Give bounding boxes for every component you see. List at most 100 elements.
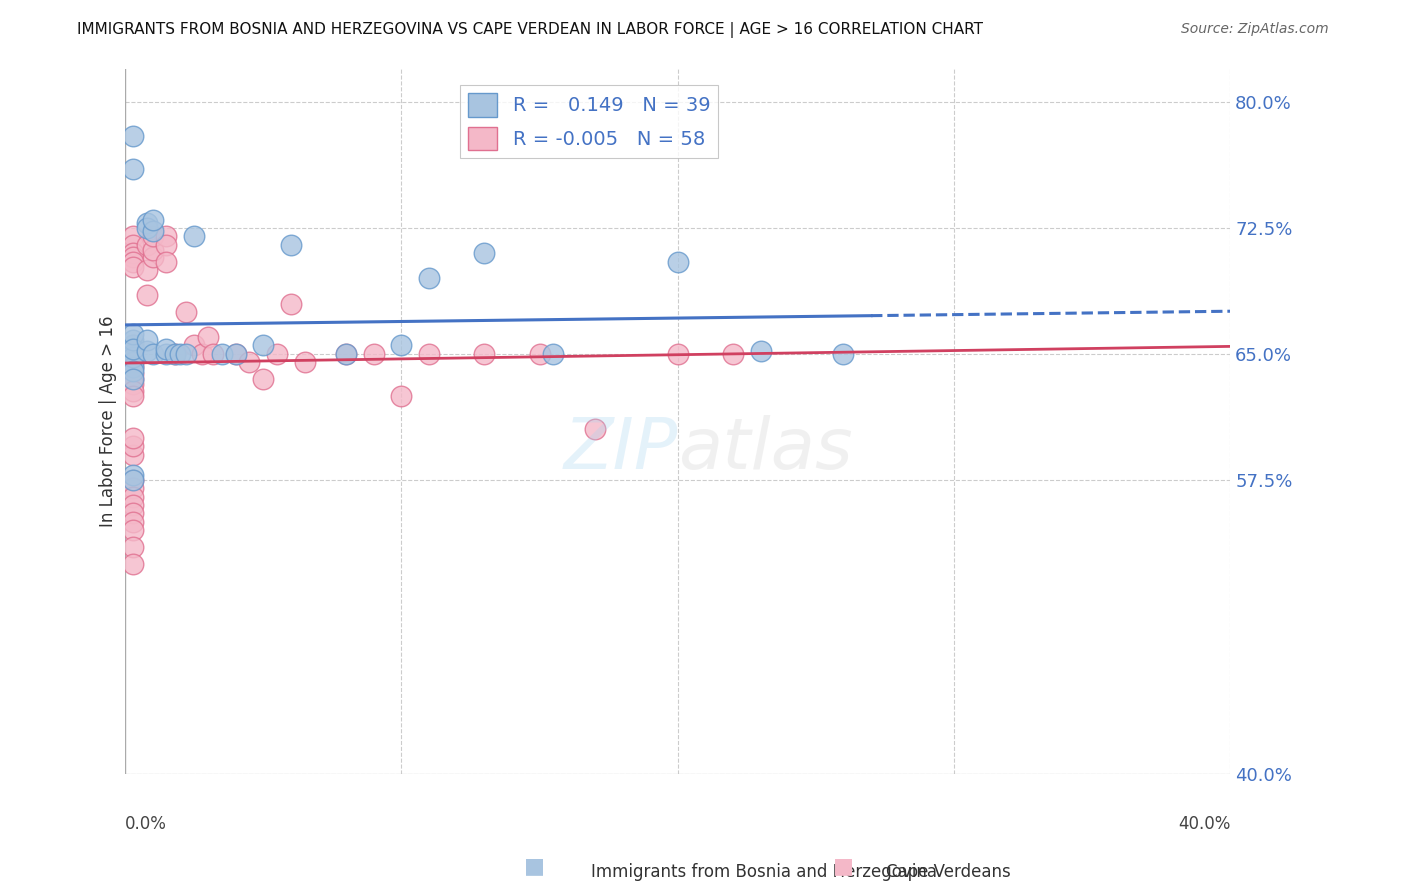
Point — [666, 254, 689, 268]
Point — [197, 330, 219, 344]
Point — [136, 237, 159, 252]
Point — [418, 347, 440, 361]
Legend: R =   0.149   N = 39, R = -0.005   N = 58: R = 0.149 N = 39, R = -0.005 N = 58 — [460, 86, 718, 158]
Point — [122, 364, 145, 378]
Point — [122, 467, 145, 482]
Point — [832, 347, 855, 361]
Point — [136, 263, 159, 277]
Text: IMMIGRANTS FROM BOSNIA AND HERZEGOVINA VS CAPE VERDEAN IN LABOR FORCE | AGE > 16: IMMIGRANTS FROM BOSNIA AND HERZEGOVINA V… — [77, 22, 983, 38]
Point — [122, 490, 145, 504]
Point — [122, 237, 145, 252]
Point — [136, 288, 159, 302]
Point — [122, 355, 145, 369]
Point — [280, 237, 302, 252]
Point — [363, 347, 385, 361]
Point — [155, 237, 177, 252]
Text: atlas: atlas — [678, 415, 852, 483]
Point — [169, 347, 191, 361]
Point — [122, 334, 145, 348]
Point — [583, 422, 606, 436]
Point — [122, 343, 145, 358]
Point — [335, 347, 357, 361]
Point — [142, 243, 165, 257]
Point — [122, 439, 145, 453]
Point — [122, 350, 145, 364]
Point — [122, 372, 145, 386]
Point — [225, 347, 247, 361]
Point — [122, 506, 145, 520]
Point — [122, 355, 145, 369]
Point — [389, 338, 412, 352]
Text: ■: ■ — [834, 856, 853, 876]
Point — [122, 162, 145, 177]
Point — [122, 540, 145, 554]
Point — [252, 338, 274, 352]
Point — [122, 342, 145, 356]
Point — [666, 347, 689, 361]
Point — [211, 347, 233, 361]
Point — [122, 338, 145, 352]
Point — [122, 250, 145, 264]
Point — [122, 523, 145, 537]
Point — [183, 229, 205, 244]
Point — [280, 296, 302, 310]
Point — [122, 384, 145, 398]
Point — [122, 254, 145, 268]
Text: ZIP: ZIP — [564, 415, 678, 483]
Point — [335, 347, 357, 361]
Point — [122, 229, 145, 244]
Point — [749, 343, 772, 358]
Point — [122, 498, 145, 512]
Text: Immigrants from Bosnia and Herzegovina: Immigrants from Bosnia and Herzegovina — [591, 863, 936, 881]
Point — [136, 221, 159, 235]
Point — [472, 347, 495, 361]
Point — [418, 271, 440, 285]
Point — [294, 355, 316, 369]
Point — [142, 229, 165, 244]
Point — [122, 557, 145, 571]
Point — [142, 250, 165, 264]
Point — [122, 326, 145, 341]
Point — [122, 360, 145, 375]
Point — [238, 355, 260, 369]
Point — [122, 128, 145, 143]
Point — [529, 347, 551, 361]
Point — [122, 448, 145, 462]
Point — [252, 372, 274, 386]
Point — [136, 216, 159, 230]
Point — [202, 347, 225, 361]
Text: Source: ZipAtlas.com: Source: ZipAtlas.com — [1181, 22, 1329, 37]
Point — [122, 260, 145, 274]
Point — [122, 350, 145, 364]
Point — [191, 347, 214, 361]
Text: ■: ■ — [524, 856, 544, 876]
Point — [543, 347, 565, 361]
Point — [155, 347, 177, 361]
Point — [721, 347, 744, 361]
Point — [122, 389, 145, 403]
Point — [136, 334, 159, 348]
Point — [225, 347, 247, 361]
Point — [266, 347, 288, 361]
Point — [122, 473, 145, 487]
Point — [122, 360, 145, 375]
Point — [122, 372, 145, 386]
Point — [122, 431, 145, 445]
Point — [142, 224, 165, 238]
Text: 40.0%: 40.0% — [1178, 815, 1230, 833]
Point — [472, 246, 495, 260]
Point — [122, 515, 145, 529]
Point — [155, 229, 177, 244]
Point — [183, 338, 205, 352]
Point — [122, 481, 145, 495]
Point — [122, 377, 145, 392]
Text: 0.0%: 0.0% — [125, 815, 167, 833]
Y-axis label: In Labor Force | Age > 16: In Labor Force | Age > 16 — [100, 315, 117, 527]
Point — [142, 347, 165, 361]
Point — [174, 305, 197, 319]
Text: Cape Verdeans: Cape Verdeans — [886, 863, 1011, 881]
Point — [389, 389, 412, 403]
Point — [122, 367, 145, 381]
Point — [155, 254, 177, 268]
Point — [122, 246, 145, 260]
